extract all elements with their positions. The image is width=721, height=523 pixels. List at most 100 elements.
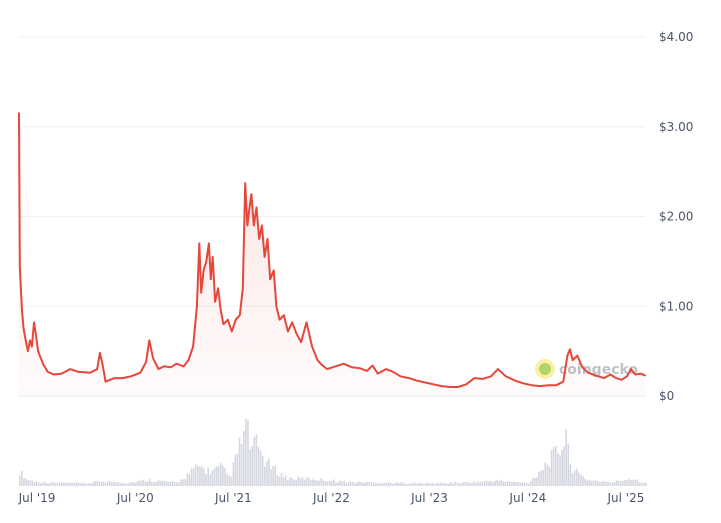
volume-bar [429,483,431,486]
volume-bar [81,482,84,486]
volume-bar [123,482,126,486]
volume-bar [146,481,149,486]
x-axis-ticks: Jul '19 Jul '20 Jul '21 Jul '22 Jul '23 Jul '… [18,491,645,505]
volume-bar [640,482,643,486]
volume-bar [569,464,572,486]
volume-bar [389,482,392,486]
volume-bar [253,437,256,486]
volume-bar [370,482,373,486]
volume-bar [155,481,157,486]
volume-bar [356,482,358,486]
volume-bar [312,479,314,486]
volume-bar [50,482,52,486]
volume-bar [454,481,457,486]
volume-bar [345,482,348,486]
price-line-group [18,112,646,388]
volume-bar [607,481,609,486]
volume-bar [259,450,262,486]
volume-bar [642,483,645,486]
volume-bar [565,429,567,486]
volume-bar [192,468,195,486]
volume-bar [77,482,80,486]
volume-bar [462,482,465,486]
volume-bar [425,482,427,486]
volume-bar [483,480,486,486]
volume-bar [452,483,454,486]
volume-bar [176,482,178,486]
volume-bar [236,453,239,486]
volume-bar [173,481,176,486]
volume-bar [450,482,452,486]
volume-bar [387,482,390,486]
volume-bar [601,481,603,486]
volume-bar [106,481,109,486]
volume-bar [596,480,599,486]
volume-bar [113,481,115,486]
volume-bar [266,460,268,486]
volume-bar [368,481,371,486]
x-tick-label: Jul '22 [312,491,350,505]
volume-bar [552,447,555,486]
volume-bar [508,481,511,486]
price-area-fill [19,113,645,397]
volume-bar [234,455,237,486]
y-tick-label: $4.00 [659,30,693,44]
volume-bar [456,482,459,486]
volume-bar [121,483,124,486]
volume-bar [578,472,580,486]
volume-bar [358,481,360,486]
volume-bar [333,479,335,486]
volume-bar [96,480,99,486]
volume-bar [441,483,444,486]
volume-bar [395,482,398,486]
volume-bar [261,455,264,486]
volume-bar [617,480,620,486]
volume-bar [171,481,174,486]
volume-bar [630,480,632,486]
volume-bar [339,480,341,486]
volume-bar [622,480,624,486]
volume-bar [194,464,197,486]
volume-bar [567,443,570,486]
volume-bar [634,479,637,486]
volume-bar [257,447,260,486]
volume-bar [410,483,413,486]
volume-bar [473,481,475,486]
volume-bar [496,479,498,486]
volume-bar [79,483,82,486]
volume-bar [343,480,346,486]
volume-bar [291,477,293,486]
volume-bar [144,481,147,486]
volume-bar [188,473,191,486]
volume-bar [201,466,203,486]
volume-bar [27,480,29,486]
volume-bar [563,446,565,486]
volume-bar [247,420,249,486]
volume-bar [347,482,350,486]
volume-bar [37,482,40,486]
volume-bar [448,483,450,486]
volume-bar [150,481,153,486]
volume-bar [435,483,438,486]
gridlines [19,36,645,397]
volume-bar [60,482,63,486]
volume-bar [544,462,547,486]
volume-bar [58,483,61,486]
volume-bar [226,474,228,486]
volume-bar [190,468,193,486]
volume-bar [626,479,628,486]
volume-bar [251,446,253,486]
volume-bar [385,483,387,486]
volume-bar [284,475,287,486]
volume-bar [111,482,113,486]
volume-bar [351,481,354,486]
volume-bar [125,483,128,486]
volume-bar [529,481,532,486]
volume-bar [506,481,509,486]
volume-bar [555,446,557,486]
volume-bar [613,482,616,486]
volume-bar [71,482,73,486]
volume-bar [148,478,151,486]
x-tick-label: Jul '25 [606,491,644,505]
volume-bar [414,482,417,486]
